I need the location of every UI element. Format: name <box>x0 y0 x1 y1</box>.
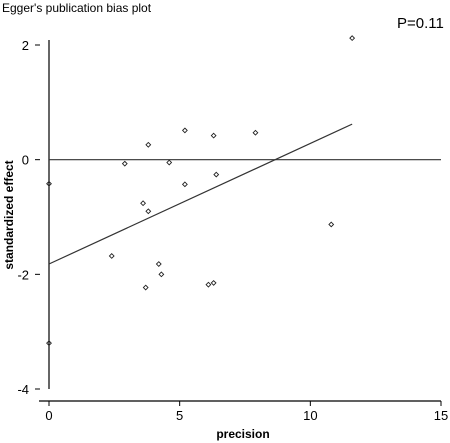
data-point <box>46 340 52 347</box>
x-tick-label: 15 <box>434 408 448 423</box>
data-point <box>181 127 188 134</box>
data-point <box>155 261 162 267</box>
data-point <box>210 279 217 286</box>
data-point <box>328 221 335 228</box>
data-point <box>181 181 188 188</box>
data-point <box>108 253 115 259</box>
data-point <box>46 180 52 187</box>
data-point <box>205 281 212 288</box>
y-tick-label: 2 <box>22 38 29 53</box>
data-point <box>252 129 259 136</box>
x-tick-label: 10 <box>303 408 317 423</box>
data-point <box>166 159 173 166</box>
x-tick-label: 0 <box>45 408 52 423</box>
regression-line <box>48 123 353 265</box>
chart-title: Egger's publication bias plot <box>2 1 152 15</box>
data-point <box>145 141 152 148</box>
y-tick-label: -4 <box>17 382 29 397</box>
data-point <box>121 160 128 167</box>
data-point <box>158 271 165 278</box>
x-tick-label: 5 <box>176 408 183 423</box>
data-point <box>140 200 147 207</box>
x-axis-label: precision <box>216 427 270 441</box>
data-point <box>349 35 356 42</box>
y-tick-label: 0 <box>22 153 29 168</box>
data-point <box>213 171 220 178</box>
p-value-annotation: P=0.11 <box>397 15 444 32</box>
y-tick-label: -2 <box>17 267 29 282</box>
data-point <box>210 132 217 139</box>
data-point <box>145 208 152 215</box>
data-point <box>142 284 149 291</box>
